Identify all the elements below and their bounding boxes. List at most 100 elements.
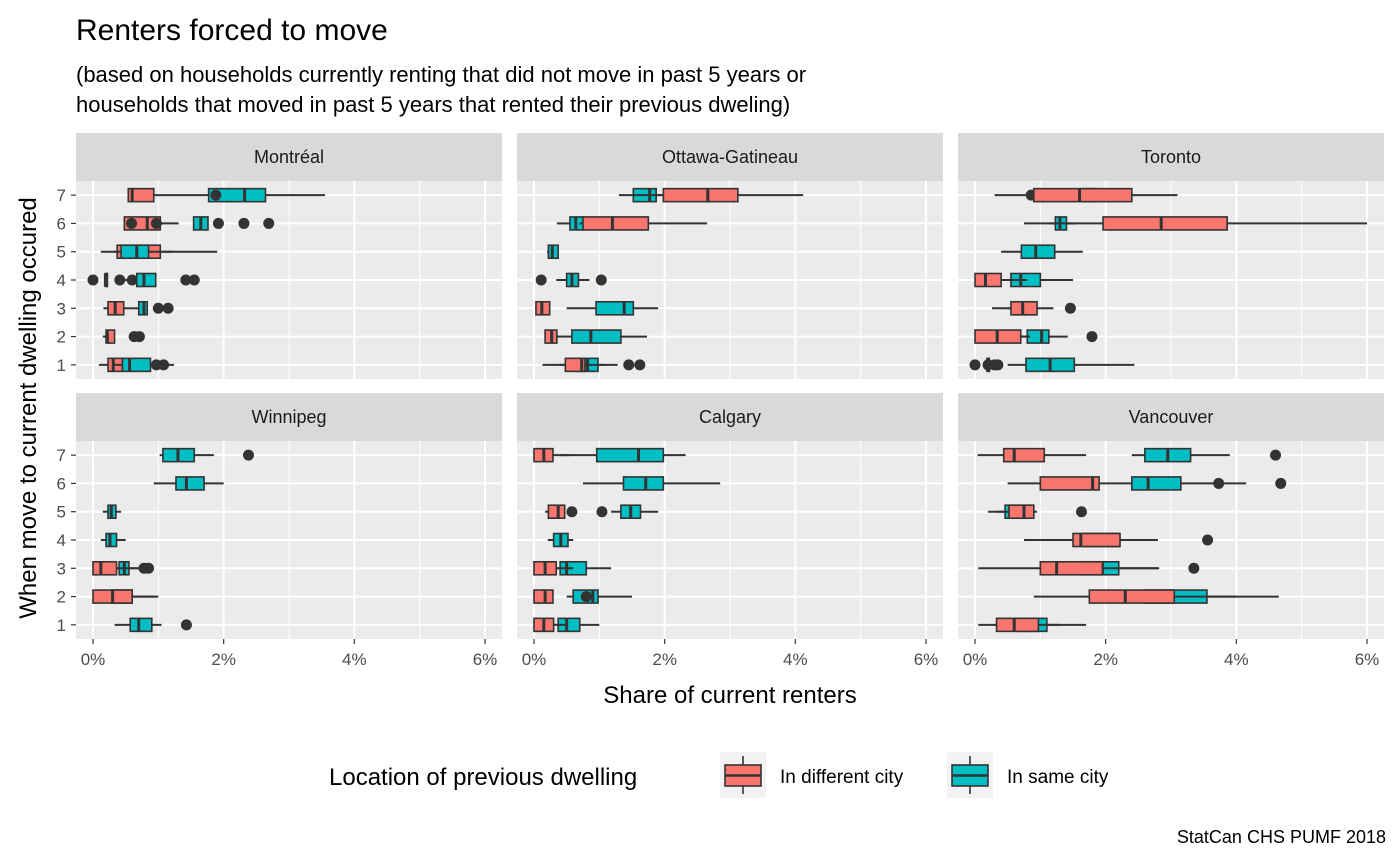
boxplot (1007, 476, 1225, 491)
facet-strip (958, 133, 1384, 181)
outlier-point (1270, 449, 1282, 461)
boxplot (103, 300, 140, 316)
x-tick-label: 0% (963, 650, 988, 669)
boxplot (159, 447, 254, 463)
outlier-point (143, 562, 155, 574)
boxplot (123, 272, 200, 288)
facet-strip (517, 393, 943, 441)
box (1039, 560, 1104, 576)
box (662, 187, 739, 203)
boxplot (544, 329, 558, 344)
outlier-point (242, 449, 254, 461)
boxplot (988, 504, 1035, 520)
boxplot (533, 560, 574, 576)
outlier-point (596, 506, 608, 518)
box (622, 476, 665, 491)
boxplot (1024, 216, 1367, 231)
y-tick-label: 5 (57, 503, 66, 522)
boxplot (542, 357, 605, 373)
boxplot (1033, 589, 1237, 604)
boxplot (991, 300, 1054, 316)
boxplot (583, 476, 721, 491)
legend-item: In different city (720, 752, 904, 798)
outlier-point (126, 217, 138, 229)
outlier-point (1202, 534, 1214, 546)
legend-item: In same city (947, 752, 1109, 798)
facet-strip-label: Vancouver (1129, 407, 1214, 427)
x-tick-label: 2% (652, 650, 677, 669)
x-axis-title: Share of current renters (603, 682, 856, 709)
box (564, 357, 586, 373)
boxplot (533, 447, 570, 463)
box (1026, 329, 1050, 344)
box (129, 617, 153, 633)
box (121, 357, 152, 373)
x-tick-label: 0% (522, 650, 547, 669)
chart-caption: StatCan CHS PUMF 2018 (1177, 827, 1386, 847)
x-tick-label: 2% (1093, 650, 1118, 669)
box (595, 300, 635, 316)
facet-panel: Calgary 0% 2% 4% 6% (517, 393, 943, 669)
y-tick-label: 3 (57, 299, 66, 318)
boxplot (535, 300, 551, 316)
box (1002, 447, 1046, 463)
box (1033, 187, 1133, 203)
y-tick-label: 4 (57, 271, 66, 290)
box (595, 447, 665, 463)
outlier-point (595, 274, 607, 286)
outlier-point (152, 302, 164, 314)
box (207, 187, 267, 203)
box (1102, 216, 1228, 231)
facet-strip-label: Winnipeg (251, 407, 326, 427)
boxplot (150, 216, 275, 231)
box (1088, 589, 1176, 604)
facet-panel: Montréal 1 2 3 4 5 6 7 (57, 133, 502, 379)
chart-title: Renters forced to move (76, 14, 388, 47)
box (92, 560, 118, 576)
box (547, 504, 566, 520)
facet-strip (76, 133, 502, 181)
boxplot (102, 504, 122, 520)
boxplot (1007, 357, 1135, 373)
y-tick-label: 6 (57, 214, 66, 233)
boxplot (100, 532, 126, 548)
facet-panel: Ottawa-Gatineau (517, 133, 943, 379)
y-tick-label: 5 (57, 243, 66, 262)
facet-strip (958, 393, 1384, 441)
x-tick-label: 4% (1224, 650, 1249, 669)
outlier-point (188, 274, 200, 286)
boxplot (535, 272, 607, 288)
boxplot (137, 300, 174, 316)
y-tick-label: 2 (57, 328, 66, 347)
boxplot (545, 504, 608, 520)
outlier-point (1064, 302, 1076, 314)
box (974, 272, 1002, 288)
boxplot (533, 589, 592, 604)
box (1008, 504, 1035, 520)
boxplot (978, 617, 1060, 633)
boxplot (579, 216, 708, 231)
boxplot (969, 357, 1004, 373)
outlier-point (623, 359, 635, 371)
outlier-point (180, 274, 192, 286)
facet-strip (76, 393, 502, 441)
boxplot (974, 272, 1028, 288)
y-axis-title: When move to current dwelling occured (15, 197, 42, 619)
boxplot (92, 560, 141, 576)
outlier-point (535, 274, 547, 286)
outlier-point (1275, 477, 1287, 489)
x-tick-label: 4% (342, 650, 367, 669)
x-tick-label: 6% (914, 650, 939, 669)
outlier-point (210, 189, 222, 201)
outlier-point (180, 619, 192, 631)
y-tick-label: 6 (57, 474, 66, 493)
box (995, 617, 1040, 633)
boxplot (1024, 532, 1158, 548)
outlier-point (969, 359, 981, 371)
x-tick-label: 0% (81, 650, 106, 669)
legend-label: In same city (1007, 767, 1109, 788)
y-tick-label: 3 (57, 559, 66, 578)
box (582, 216, 650, 231)
boxplot (92, 589, 157, 604)
